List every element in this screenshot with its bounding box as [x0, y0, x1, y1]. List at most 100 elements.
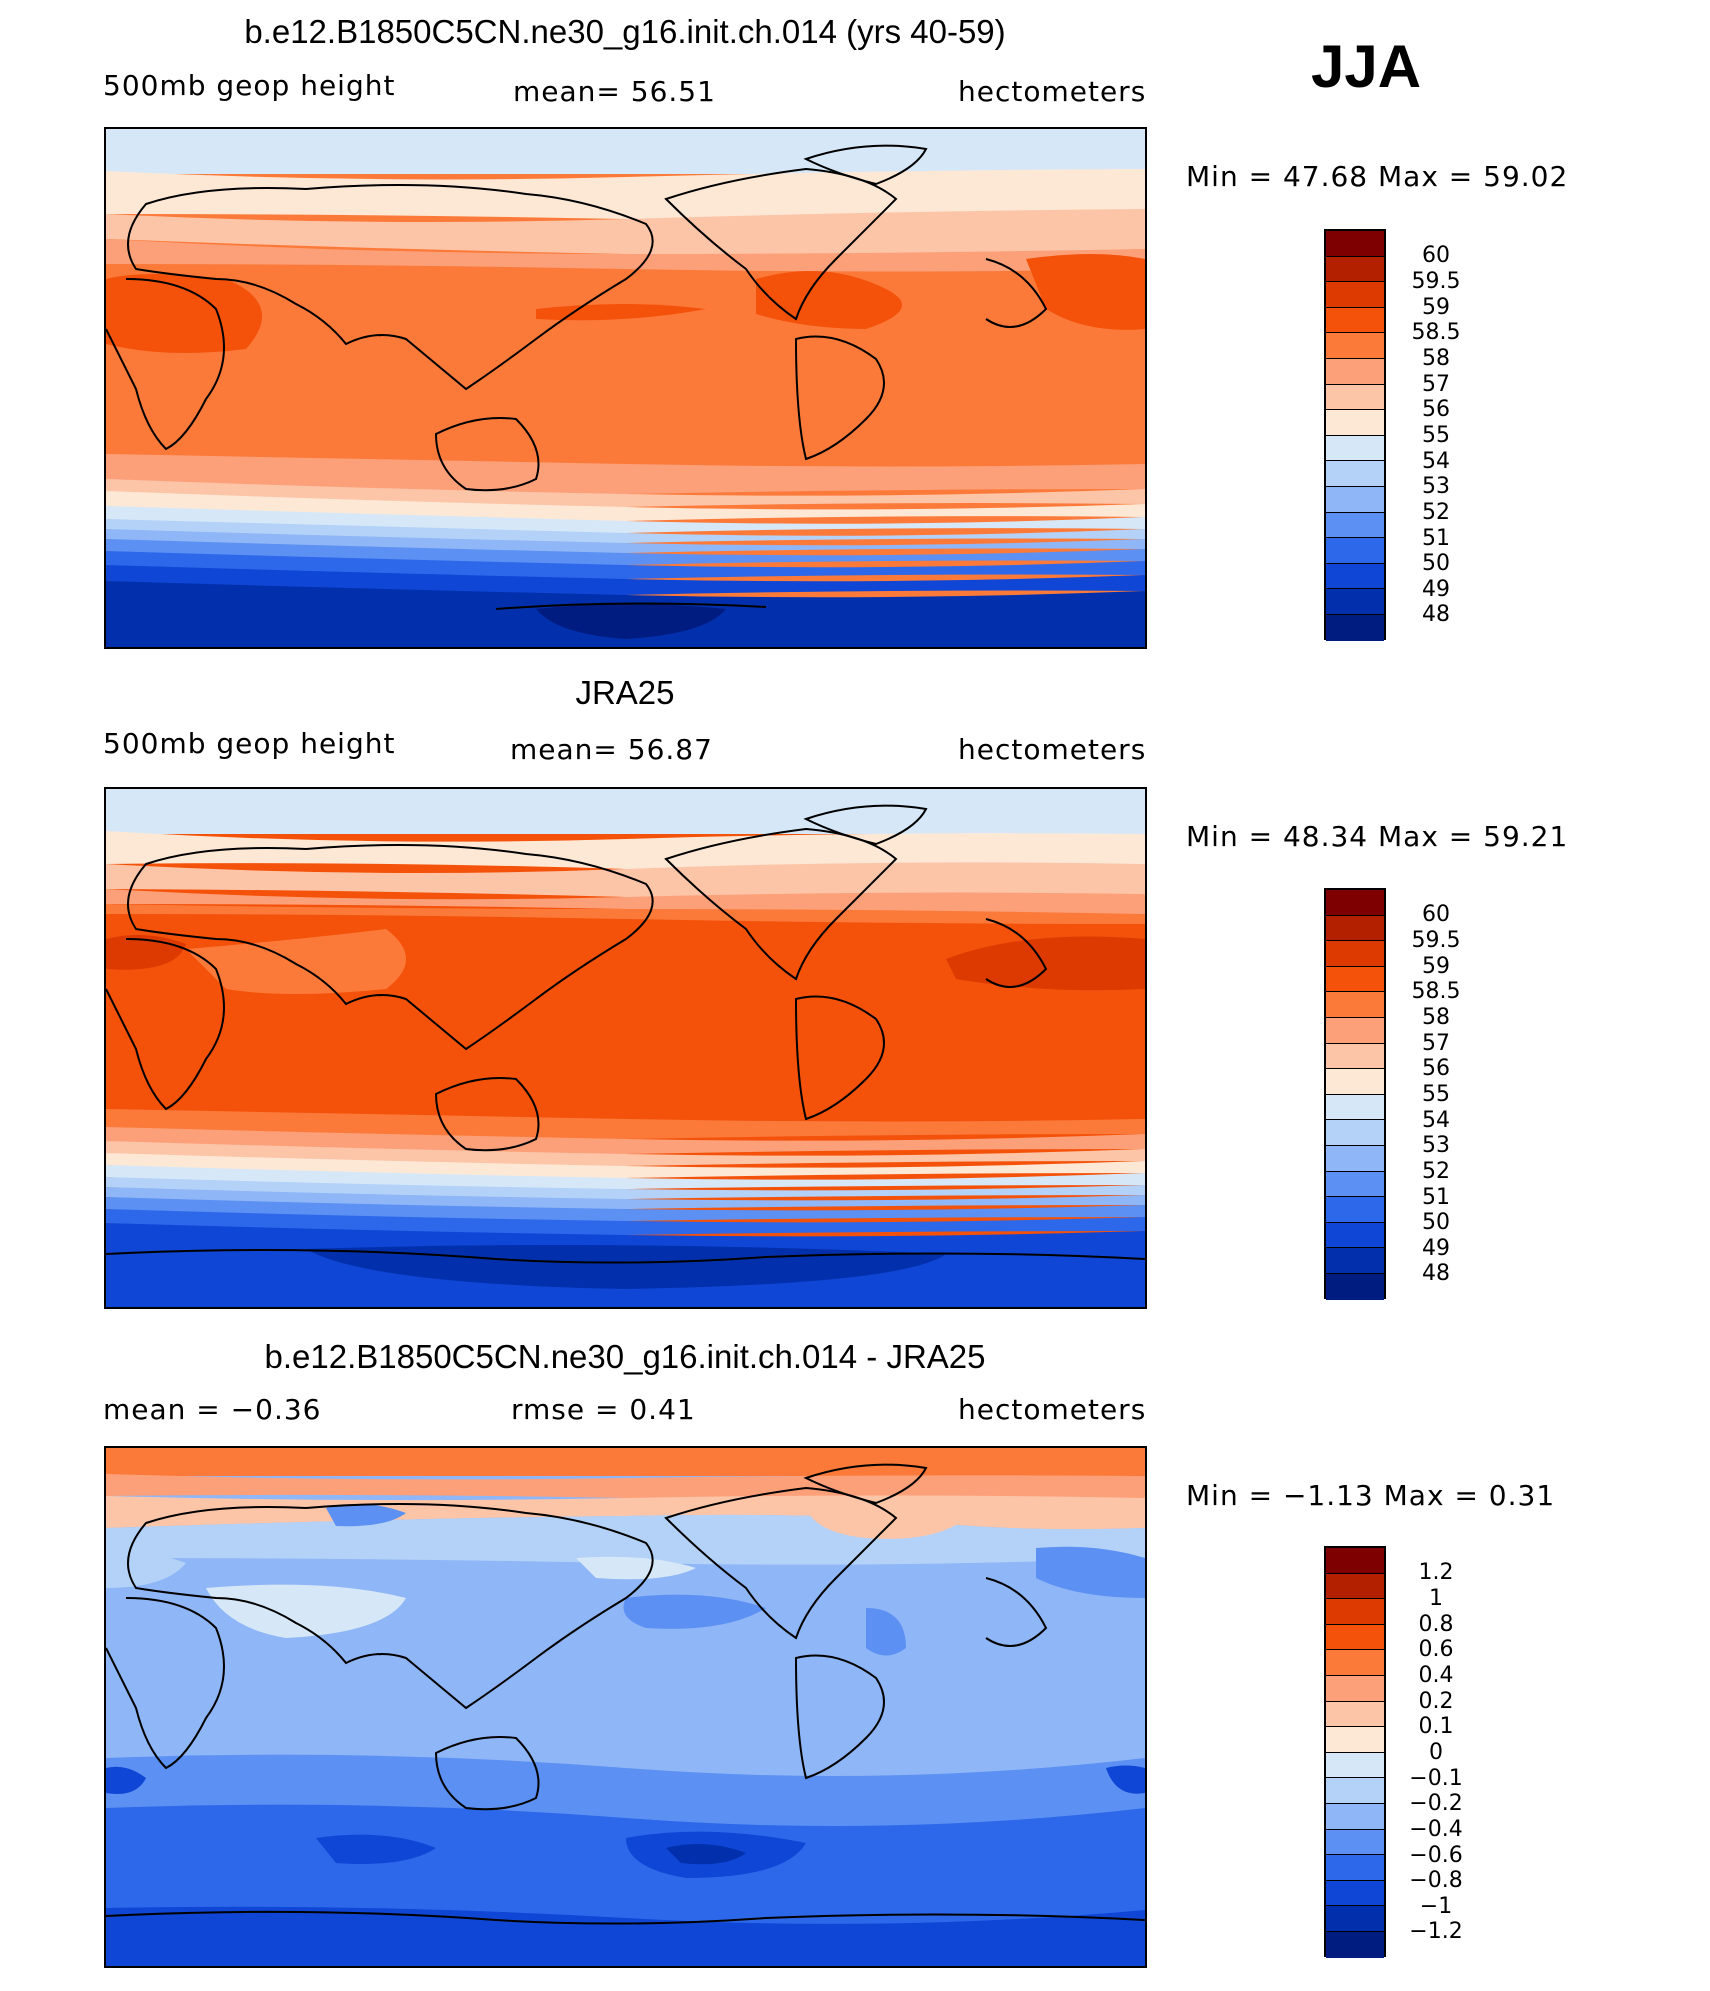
colorbar-swatch	[1326, 1778, 1384, 1804]
panel-2-colorbar	[1324, 888, 1386, 1300]
panel-3-units-label: hectometers	[958, 1393, 1147, 1426]
colorbar-label: 58.5	[1411, 979, 1461, 1004]
colorbar-label: 0.8	[1418, 1612, 1454, 1637]
colorbar-label: 59.5	[1411, 269, 1461, 294]
colorbar-swatch	[1326, 1829, 1384, 1856]
colorbar-swatch	[1326, 1094, 1384, 1121]
colorbar-swatch	[1326, 1855, 1384, 1881]
colorbar-swatch	[1326, 1803, 1384, 1830]
colorbar-swatch	[1326, 1043, 1384, 1070]
colorbar-label: 56	[1422, 397, 1450, 422]
colorbar-swatch	[1326, 512, 1384, 539]
colorbar-swatch	[1326, 1145, 1384, 1172]
colorbar-label: −0.8	[1409, 1868, 1463, 1893]
colorbar-label: 48	[1422, 602, 1450, 627]
colorbar-label: 54	[1422, 449, 1450, 474]
colorbar-swatch	[1326, 461, 1384, 487]
colorbar-swatch	[1326, 1222, 1384, 1249]
colorbar-label: 0.4	[1418, 1663, 1454, 1688]
panel-1-title: b.e12.B1850C5CN.ne30_g16.init.ch.014 (yr…	[244, 13, 1006, 50]
colorbar-label: 1	[1429, 1586, 1443, 1611]
panel-2-mean-label: mean= 56.87	[510, 733, 713, 766]
colorbar-label: 55	[1422, 423, 1450, 448]
colorbar-swatch	[1326, 256, 1384, 283]
panel-1-mean-label: mean= 56.51	[513, 75, 716, 108]
colorbar-label: 48	[1422, 1261, 1450, 1286]
panel-1-variable-label: 500mb geop height	[103, 69, 396, 102]
colorbar-swatch	[1326, 589, 1384, 615]
colorbar-swatch	[1326, 890, 1384, 916]
colorbar-swatch	[1326, 1171, 1384, 1198]
colorbar-label: 55	[1422, 1082, 1450, 1107]
colorbar-label: 60	[1422, 243, 1450, 268]
colorbar-label: 53	[1422, 474, 1450, 499]
colorbar-swatch	[1326, 966, 1384, 993]
colorbar-swatch	[1326, 435, 1384, 462]
colorbar-label: 58	[1422, 346, 1450, 371]
panel-3-colorbar	[1324, 1546, 1386, 1958]
colorbar-swatch	[1326, 384, 1384, 411]
colorbar-label: 51	[1422, 1185, 1450, 1210]
colorbar-label: 49	[1422, 1236, 1450, 1261]
colorbar-label: 0.6	[1418, 1637, 1454, 1662]
panel-1-field	[106, 129, 1145, 647]
colorbar-label: 56	[1422, 1056, 1450, 1081]
colorbar-label: 49	[1422, 577, 1450, 602]
colorbar-label: 58.5	[1411, 320, 1461, 345]
colorbar-swatch	[1326, 1017, 1384, 1044]
colorbar-label: 0.1	[1418, 1714, 1454, 1739]
colorbar-label: 50	[1422, 551, 1450, 576]
colorbar-label: 54	[1422, 1108, 1450, 1133]
colorbar-swatch	[1326, 1931, 1384, 1958]
colorbar-label: 52	[1422, 1159, 1450, 1184]
panel-2-title: JRA25	[575, 674, 675, 711]
colorbar-label: 52	[1422, 500, 1450, 525]
colorbar-label: 58	[1422, 1005, 1450, 1030]
colorbar-swatch	[1326, 1624, 1384, 1651]
panel-3-title: b.e12.B1850C5CN.ne30_g16.init.ch.014 - J…	[264, 1338, 986, 1375]
colorbar-label: 0.2	[1418, 1689, 1454, 1714]
colorbar-swatch	[1326, 614, 1384, 641]
colorbar-swatch	[1326, 915, 1384, 942]
panel-3-map	[104, 1446, 1147, 1968]
colorbar-label: 0	[1429, 1740, 1443, 1765]
colorbar-swatch	[1326, 1727, 1384, 1753]
colorbar-swatch	[1326, 1675, 1384, 1702]
colorbar-label: −0.1	[1409, 1766, 1463, 1791]
colorbar-swatch	[1326, 486, 1384, 513]
colorbar-label: −0.6	[1409, 1843, 1463, 1868]
colorbar-swatch	[1326, 1548, 1384, 1574]
colorbar-swatch	[1326, 231, 1384, 257]
colorbar-swatch	[1326, 1273, 1384, 1300]
colorbar-swatch	[1326, 358, 1384, 385]
panel-3-rmse-label: rmse = 0.41	[511, 1393, 696, 1426]
colorbar-label: −0.2	[1409, 1791, 1463, 1816]
colorbar-swatch	[1326, 307, 1384, 334]
panel-1-min-max: Min = 47.68 Max = 59.02	[1186, 160, 1569, 193]
panel-3-min-max: Min = −1.13 Max = 0.31	[1186, 1479, 1556, 1512]
panel-3-field	[106, 1448, 1145, 1966]
colorbar-swatch	[1326, 1752, 1384, 1779]
colorbar-label: 59.5	[1411, 928, 1461, 953]
panel-1-units-label: hectometers	[958, 75, 1147, 108]
colorbar-label: 60	[1422, 902, 1450, 927]
colorbar-label: 50	[1422, 1210, 1450, 1235]
colorbar-label: 57	[1422, 1031, 1450, 1056]
panel-1-colorbar	[1324, 229, 1386, 641]
panel-2-units-label: hectometers	[958, 733, 1147, 766]
colorbar-label: −1.2	[1409, 1919, 1463, 1944]
colorbar-swatch	[1326, 1880, 1384, 1907]
colorbar-swatch	[1326, 1573, 1384, 1600]
colorbar-label: 57	[1422, 372, 1450, 397]
panel-1-map	[104, 127, 1147, 649]
panel-3-mean-label: mean = −0.36	[103, 1393, 322, 1426]
colorbar-swatch	[1326, 333, 1384, 359]
colorbar-swatch	[1326, 1197, 1384, 1223]
colorbar-label: −1	[1419, 1894, 1453, 1919]
panel-2-map	[104, 787, 1147, 1309]
colorbar-swatch	[1326, 992, 1384, 1018]
panel-2-field	[106, 789, 1145, 1307]
season-label: JJA	[1311, 33, 1422, 100]
colorbar-swatch	[1326, 1120, 1384, 1146]
colorbar-label: 51	[1422, 526, 1450, 551]
